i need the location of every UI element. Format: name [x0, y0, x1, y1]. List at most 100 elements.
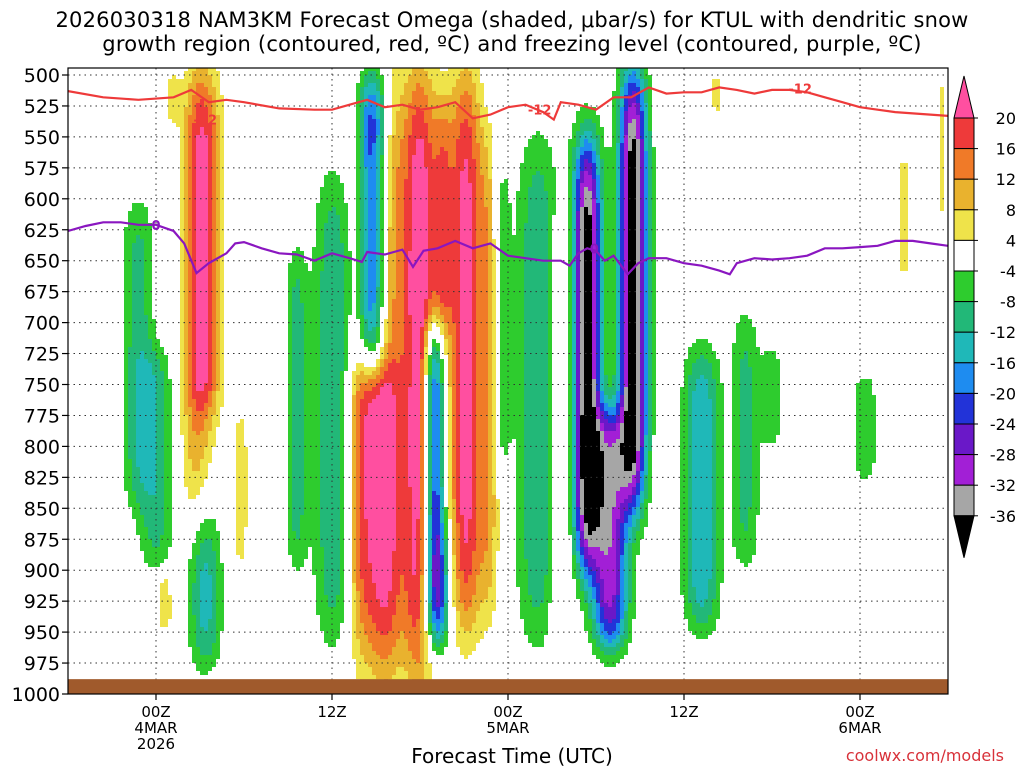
omega-cell	[136, 347, 140, 351]
omega-cell	[292, 503, 296, 507]
omega-cell	[212, 255, 216, 259]
omega-cell	[288, 295, 292, 299]
omega-cell	[328, 175, 332, 179]
omega-cell	[332, 559, 336, 563]
omega-cell	[344, 203, 348, 207]
omega-cell	[332, 575, 336, 579]
omega-cell	[196, 175, 200, 179]
omega-cell	[180, 107, 184, 111]
omega-cell	[312, 439, 316, 443]
omega-cell	[208, 459, 212, 463]
omega-cell	[368, 559, 372, 563]
omega-cell	[308, 519, 312, 523]
omega-cell	[360, 191, 364, 195]
omega-cell	[332, 491, 336, 495]
omega-cell	[200, 263, 204, 267]
omega-cell	[380, 355, 384, 359]
omega-cell	[200, 615, 204, 619]
omega-cell	[160, 363, 164, 367]
omega-cell	[340, 247, 344, 251]
omega-cell	[152, 519, 156, 523]
omega-cell	[196, 547, 200, 551]
omega-cell	[376, 119, 380, 123]
omega-cell	[372, 163, 376, 167]
omega-cell	[296, 351, 300, 355]
omega-cell	[140, 435, 144, 439]
omega-cell	[236, 511, 240, 515]
omega-cell	[204, 379, 208, 383]
omega-cell	[192, 171, 196, 175]
omega-cell	[168, 479, 172, 483]
omega-cell	[140, 307, 144, 311]
omega-cell	[384, 527, 388, 531]
omega-cell	[360, 587, 364, 591]
omega-cell	[344, 227, 348, 231]
omega-cell	[200, 483, 204, 487]
omega-cell	[140, 207, 144, 211]
omega-cell	[124, 287, 128, 291]
omega-cell	[216, 531, 220, 535]
omega-cell	[304, 343, 308, 347]
omega-cell	[140, 303, 144, 307]
omega-cell	[216, 239, 220, 243]
omega-cell	[208, 119, 212, 123]
omega-cell	[208, 91, 212, 95]
omega-cell	[220, 323, 224, 327]
omega-cell	[220, 183, 224, 187]
omega-cell	[380, 587, 384, 591]
omega-cell	[380, 159, 384, 163]
omega-cell	[296, 471, 300, 475]
omega-cell	[340, 243, 344, 247]
omega-cell	[208, 343, 212, 347]
omega-cell	[216, 87, 220, 91]
omega-cell	[192, 99, 196, 103]
omega-cell	[340, 407, 344, 411]
omega-cell	[376, 387, 380, 391]
omega-cell	[332, 275, 336, 279]
omega-cell	[292, 335, 296, 339]
omega-cell	[184, 99, 188, 103]
omega-cell	[352, 639, 356, 643]
omega-cell	[196, 71, 200, 75]
omega-cell	[148, 339, 152, 343]
omega-cell	[312, 559, 316, 563]
omega-cell	[380, 127, 384, 131]
omega-cell	[360, 231, 364, 235]
omega-cell	[200, 463, 204, 467]
omega-cell	[212, 535, 216, 539]
omega-cell	[324, 339, 328, 343]
omega-cell	[180, 407, 184, 411]
omega-cell	[200, 231, 204, 235]
omega-cell	[144, 447, 148, 451]
omega-cell	[380, 507, 384, 511]
omega-cell	[312, 571, 316, 575]
omega-cell	[128, 403, 132, 407]
omega-cell	[216, 335, 220, 339]
omega-cell	[340, 579, 344, 583]
omega-cell	[216, 171, 220, 175]
omega-cell	[184, 475, 188, 479]
omega-cell	[372, 379, 376, 383]
omega-cell	[156, 555, 160, 559]
omega-cell	[296, 447, 300, 451]
omega-cell	[236, 459, 240, 463]
omega-cell	[192, 631, 196, 635]
omega-cell	[344, 243, 348, 247]
omega-cell	[136, 439, 140, 443]
omega-cell	[356, 155, 360, 159]
omega-cell	[152, 347, 156, 351]
omega-cell	[128, 343, 132, 347]
omega-cell	[328, 475, 332, 479]
omega-cell	[348, 295, 352, 299]
omega-cell	[216, 351, 220, 355]
omega-cell	[368, 439, 372, 443]
omega-cell	[316, 435, 320, 439]
omega-cell	[212, 331, 216, 335]
omega-cell	[352, 375, 356, 379]
omega-cell	[320, 347, 324, 351]
omega-cell	[304, 471, 308, 475]
omega-cell	[300, 347, 304, 351]
omega-cell	[296, 275, 300, 279]
omega-cell	[368, 263, 372, 267]
omega-cell	[368, 95, 372, 99]
